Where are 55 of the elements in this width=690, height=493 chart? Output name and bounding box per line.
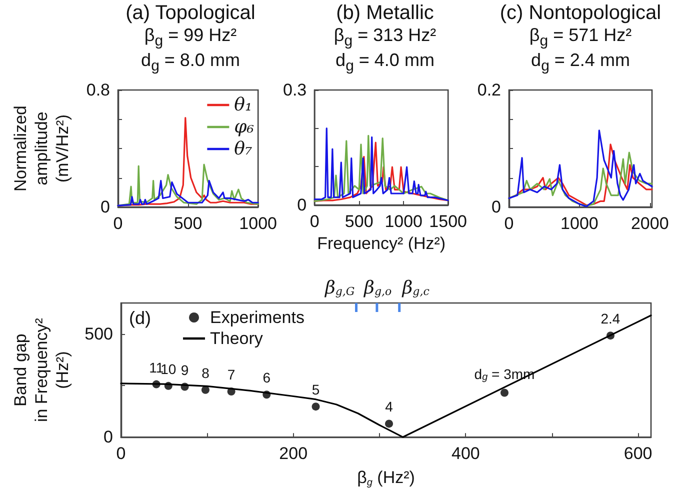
x-tick-label: 0 <box>116 444 126 464</box>
x-tick-label: 400 <box>452 444 480 464</box>
legend-label: φ₆ <box>234 116 254 138</box>
annotation: 4 <box>385 398 394 415</box>
point <box>500 388 508 397</box>
legend-label: Experiments <box>210 308 304 327</box>
x-tick-label: 1000 <box>384 212 423 231</box>
chart-title: (c) Nontopological <box>498 2 662 25</box>
ref-line-label: βg,c <box>401 278 430 298</box>
legend-label: Theory <box>210 329 264 348</box>
annotation: 5 <box>312 382 320 398</box>
chart-subtitle: β$_{g}$ = 313 Hz² d$_{g}$ = 4.0 mm <box>332 25 438 75</box>
y-tick-label: 0.3 <box>282 80 307 100</box>
x-tick-label: 1000 <box>239 214 278 233</box>
point <box>312 402 320 411</box>
annotation: 7 <box>227 366 236 383</box>
y-tick-label: 0 <box>104 428 113 447</box>
ref-line-label: βg,o <box>363 278 392 298</box>
legend-label: θ₇ <box>234 138 252 160</box>
y-tick-label: 500 <box>84 324 113 344</box>
point <box>164 382 172 390</box>
y-tick-label: 0.8 <box>86 80 110 100</box>
point <box>201 386 210 394</box>
y-tick-label: 0 <box>100 198 110 216</box>
x-tick-label: 0 <box>504 214 514 233</box>
y-axis-title: Normalized amplitude (mV/Hz²) <box>11 106 72 192</box>
x-tick-label: 1000 <box>560 214 598 233</box>
y-tick-label: 0.2 <box>477 80 501 100</box>
x-tick-label: 500 <box>174 214 202 233</box>
point <box>262 390 271 399</box>
annotation: (d) <box>129 308 151 328</box>
point <box>385 420 394 428</box>
annotation: 8 <box>202 364 210 381</box>
x-tick-label: 600 <box>624 444 652 464</box>
annotation: 9 <box>180 362 189 378</box>
x-axis-title: Frequency² (Hz²) <box>317 234 446 253</box>
x-tick-label: 0 <box>310 212 320 231</box>
annotation: 2.4 <box>600 310 620 327</box>
ref-line-label: βg,G <box>324 278 355 298</box>
annotation: 6 <box>262 370 271 386</box>
annotation: 10 <box>160 360 176 377</box>
chart-subtitle: β$_{g}$ = 99 Hz² d$_{g}$ = 8.0 mm <box>140 25 241 75</box>
y-axis-title: Band gap in Frequency² (Hz²) <box>11 318 72 422</box>
point <box>152 380 160 388</box>
point <box>227 388 236 396</box>
x-tick-label: 1500 <box>429 212 468 231</box>
chart-title: (b) Metallic <box>335 2 435 25</box>
point <box>606 332 614 340</box>
point <box>180 382 189 391</box>
x-tick-label: 500 <box>344 212 374 231</box>
x-tick-label: 200 <box>279 444 308 464</box>
chart-subtitle: β$_{g}$ = 571 Hz² d$_{g}$ = 2.4 mm <box>528 25 633 75</box>
x-tick-label: 2000 <box>630 214 669 233</box>
chart-title: (a) Topological <box>124 2 256 25</box>
legend-label: θ₁ <box>234 94 252 116</box>
